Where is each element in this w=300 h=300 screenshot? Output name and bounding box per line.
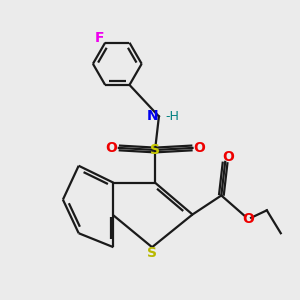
Text: F: F <box>94 31 104 45</box>
Text: O: O <box>242 212 254 226</box>
Text: O: O <box>193 141 205 155</box>
Text: -H: -H <box>165 110 179 123</box>
Text: O: O <box>222 150 234 164</box>
Text: S: S <box>150 143 160 157</box>
Text: S: S <box>147 246 157 260</box>
Text: N: N <box>147 110 159 123</box>
Text: O: O <box>105 141 117 155</box>
